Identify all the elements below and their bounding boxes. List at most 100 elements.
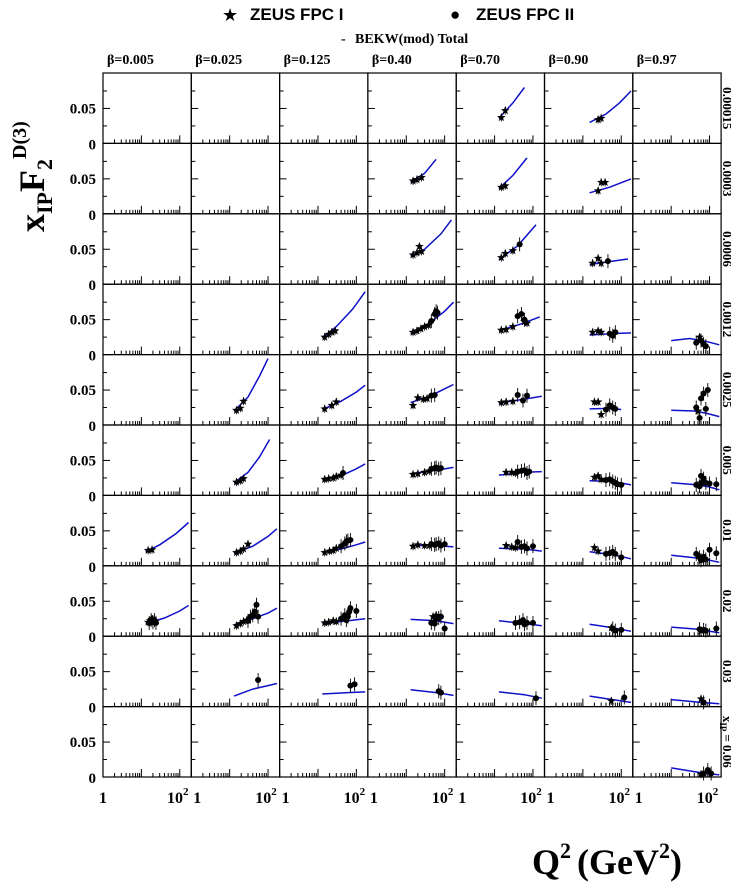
- panel-frame: [455, 565, 546, 637]
- panel-data: [232, 358, 269, 415]
- fpc2-point: [693, 404, 700, 411]
- panel-border: [190, 424, 281, 497]
- fpc1-point: [596, 327, 606, 336]
- y-tick-label: 0.05: [70, 594, 96, 610]
- panel-frame: [543, 213, 634, 285]
- fpc1-point: [239, 617, 248, 626]
- panel-border: [367, 494, 457, 567]
- panel-data: [497, 307, 540, 335]
- fpc2-point: [152, 619, 159, 626]
- fpc2-point: [704, 387, 711, 394]
- fpc2-point: [706, 480, 713, 487]
- x-tick-base: 10: [255, 790, 271, 807]
- fpc2-point: [514, 539, 521, 546]
- panel-frame: [279, 494, 369, 567]
- y-tick-label: 0.05: [70, 172, 96, 188]
- fpc1-point: [497, 398, 506, 407]
- panel-frame: [190, 354, 281, 426]
- panel-data: [589, 690, 632, 706]
- fpc2-point: [702, 405, 709, 412]
- y-tick-label: 0: [89, 349, 97, 365]
- x-tick-exp: 2: [448, 786, 454, 798]
- xpom-label: 0.02: [720, 590, 731, 613]
- fpc1-point: [590, 472, 599, 481]
- y-tick-labels: 0 0.05 0 0.05 0 0.05 0 0.05 0 0.05 0 0.05 0 0.05 0 0.05…: [70, 101, 96, 787]
- fpc2-point: [698, 395, 705, 402]
- panel-data: [589, 621, 632, 638]
- fpc1-point: [243, 539, 253, 548]
- panel-border: [455, 142, 546, 215]
- fpc2-point: [437, 613, 444, 620]
- beta-label: β=0.90: [549, 53, 589, 68]
- xpom-labels: 0.00015 0.0003 0.0006 0.0012 0.0025 0.005 0.01…: [718, 87, 731, 768]
- fpc1-point: [408, 327, 418, 336]
- fpc2-point: [604, 258, 611, 265]
- fpc2-point: [431, 391, 438, 398]
- fpc2-point: [713, 481, 720, 488]
- panel-data: [232, 439, 271, 487]
- fpc2-point: [428, 318, 435, 325]
- fpc1-point: [330, 326, 340, 335]
- panel-frame: [632, 142, 722, 215]
- x-tick-label: 1: [635, 790, 643, 807]
- panel-frame: [632, 565, 722, 637]
- x-axis-title: Q2 (GeV2): [532, 838, 682, 882]
- panel-data: [320, 532, 366, 557]
- panel-frame: [455, 142, 546, 215]
- panel-frame: [279, 424, 369, 497]
- x-tick-label: 1: [458, 790, 466, 807]
- fpc1-point: [428, 612, 438, 621]
- fpc1-point: [593, 397, 603, 406]
- panel-border: [279, 705, 369, 778]
- fpc2-point: [441, 625, 448, 632]
- panel-border: [632, 72, 722, 145]
- fpc2-point: [437, 689, 444, 696]
- panel-frame: [190, 424, 281, 497]
- xpom-label: 0.0006: [720, 231, 731, 267]
- fpc1-point: [501, 467, 511, 476]
- y-tick-label: 0: [89, 489, 97, 505]
- panel-border: [543, 213, 634, 285]
- panel-data: [498, 535, 542, 556]
- panel-border: [279, 142, 369, 215]
- panel-data: [671, 621, 720, 638]
- fpc2-point: [524, 619, 531, 626]
- panel-border: [102, 424, 192, 497]
- panel-border: [543, 635, 634, 708]
- panel-frame: [279, 354, 369, 426]
- panel-border: [455, 213, 546, 285]
- panel-frame: [279, 72, 369, 145]
- fpc1-point: [320, 548, 330, 557]
- panel-data: [320, 291, 366, 342]
- fpc1-point: [320, 618, 330, 627]
- fpc1-point: [239, 396, 248, 405]
- panel-frame: [190, 72, 281, 145]
- panel-data: [498, 613, 542, 632]
- model-curve: [589, 90, 632, 124]
- model-curve: [671, 482, 720, 491]
- fpc1-point: [593, 115, 603, 124]
- model-curve: [410, 689, 454, 697]
- y-title-sub-2: 2: [32, 159, 57, 170]
- xpom-label: 0.0012: [720, 302, 731, 338]
- xpom-value: = 0.06: [720, 734, 731, 768]
- panel-border: [190, 705, 281, 778]
- panel-frame: [279, 635, 369, 708]
- beta-label: β=0.125: [284, 53, 331, 68]
- fpc2-point: [618, 481, 625, 488]
- model-curve: [498, 157, 528, 190]
- panel-data: [671, 332, 720, 354]
- panel-border: [190, 142, 281, 215]
- fpc2-point: [255, 613, 262, 620]
- panel-border: [367, 705, 457, 778]
- panel-data: [320, 384, 366, 413]
- panel-frame: [455, 424, 546, 497]
- panel-frame: [367, 213, 457, 285]
- fpc1-point: [412, 248, 422, 257]
- panel-frame: [455, 354, 546, 426]
- panel-border: [367, 72, 457, 145]
- fpc1-point: [590, 397, 599, 406]
- fpc1-point: [320, 474, 330, 483]
- fpc2-point: [529, 543, 536, 550]
